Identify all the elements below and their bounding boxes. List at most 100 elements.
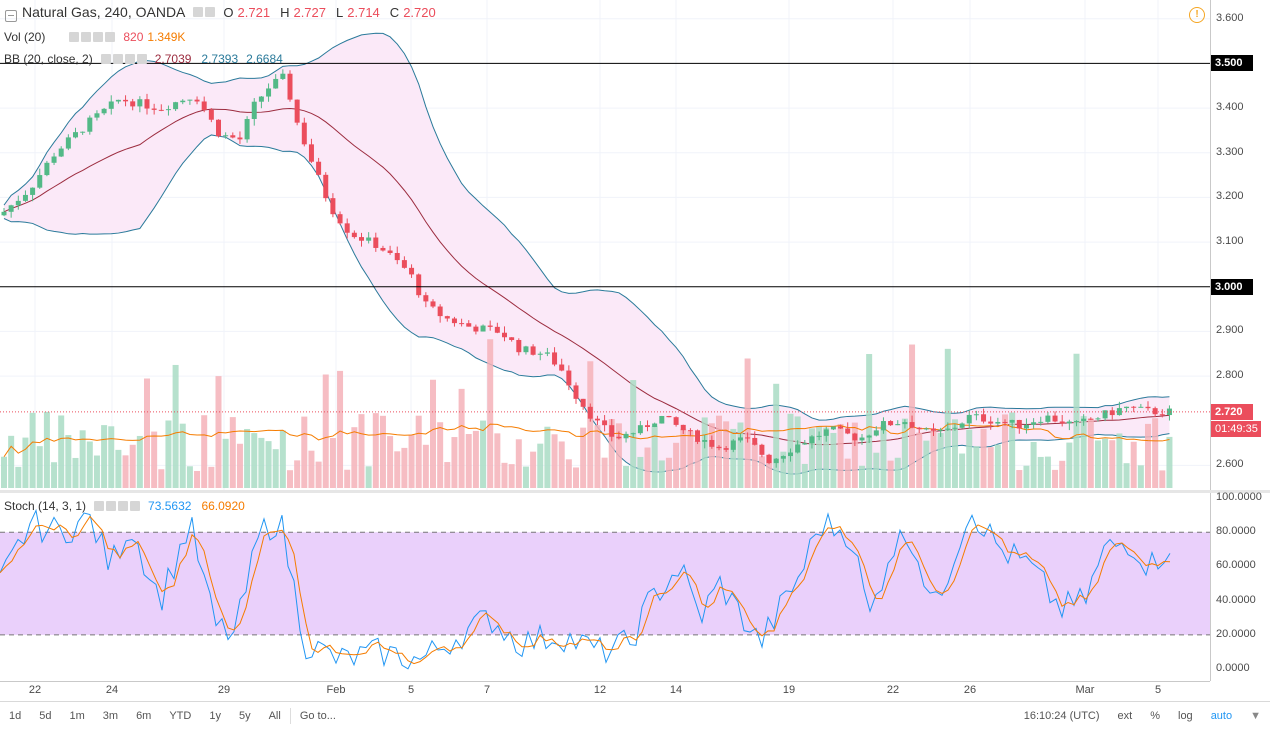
- bollinger-legend: BB (20, close, 2) 2.7039 2.7393 2.6684: [4, 52, 283, 66]
- toolbar-chevron-icon[interactable]: ▼: [1250, 709, 1261, 722]
- range-button-1d[interactable]: 1d: [9, 709, 22, 722]
- stochastic-axis[interactable]: 100.0000 80.0000 60.0000 40.0000 20.0000 0.00…: [1210, 491, 1270, 681]
- volume-bar: [1059, 460, 1066, 488]
- ext-toggle[interactable]: ext: [1117, 709, 1133, 722]
- volume-bar: [451, 437, 458, 488]
- candle-body: [730, 440, 736, 450]
- candle-body: [280, 73, 286, 79]
- volume-bar: [1023, 465, 1030, 488]
- stochastic-d-value: 66.0920: [201, 499, 245, 513]
- volume-bar: [665, 457, 672, 488]
- range-button-ytd[interactable]: YTD: [169, 709, 192, 722]
- volume-bar: [551, 434, 558, 488]
- volume-bar: [951, 419, 958, 488]
- log-toggle[interactable]: log: [1178, 709, 1193, 722]
- stochastic-label[interactable]: Stoch (14, 3, 1): [4, 499, 87, 513]
- volume-bar: [916, 432, 923, 488]
- candle-body: [351, 232, 357, 238]
- candle-body: [809, 436, 815, 444]
- range-button-1y[interactable]: 1y: [209, 709, 221, 722]
- candle-body: [938, 429, 944, 431]
- menu-icon[interactable]: [5, 10, 17, 22]
- date-axis[interactable]: [0, 681, 1210, 702]
- pane-divider[interactable]: [0, 490, 1270, 493]
- volume-bar: [501, 462, 508, 488]
- stochastic-tick-label: 40.0000: [1216, 593, 1256, 606]
- level-badge: 3.500: [1211, 55, 1253, 72]
- candle-body: [344, 223, 350, 233]
- candle-body: [1124, 406, 1130, 409]
- volume-label[interactable]: Vol (20): [4, 30, 46, 44]
- volume-bar: [580, 427, 587, 488]
- volume-bar: [72, 457, 79, 488]
- volume-bar: [1145, 423, 1151, 488]
- candle-body: [37, 175, 43, 188]
- range-button-6m[interactable]: 6m: [136, 709, 152, 722]
- alert-icon[interactable]: !: [1189, 7, 1205, 23]
- volume-bar: [1044, 456, 1051, 488]
- volume-bar: [615, 423, 622, 488]
- candle-body: [208, 109, 214, 120]
- candle-body: [308, 144, 314, 162]
- symbol-name[interactable]: Natural Gas, 240, OANDA: [22, 4, 186, 20]
- range-button-5d[interactable]: 5d: [39, 709, 52, 722]
- candle-body: [537, 353, 543, 355]
- toolbar-separator: [289, 707, 291, 724]
- volume-bar: [1166, 436, 1173, 488]
- candle-body: [609, 425, 615, 437]
- date-tick-label: 5: [1154, 684, 1162, 696]
- candle-body: [895, 424, 901, 426]
- candle-body: [137, 99, 143, 107]
- countdown-badge: 01:49:35: [1211, 420, 1261, 437]
- range-button-1m[interactable]: 1m: [69, 709, 85, 722]
- open-label: O: [223, 4, 234, 20]
- candle-body: [58, 148, 64, 157]
- stochastic-legend-buttons[interactable]: [94, 501, 141, 511]
- date-tick-label: 14: [669, 684, 683, 696]
- auto-toggle[interactable]: auto: [1210, 709, 1233, 722]
- volume-bar: [558, 441, 565, 488]
- volume-bar: [1159, 470, 1166, 488]
- candle-body: [158, 109, 164, 111]
- volume-bar: [594, 425, 601, 488]
- candle-body: [316, 161, 322, 175]
- volume-bar: [93, 455, 100, 488]
- volume-bar: [830, 432, 837, 488]
- candle-body: [194, 99, 200, 102]
- range-button-5y[interactable]: 5y: [238, 709, 251, 722]
- volume-bar: [394, 451, 401, 488]
- volume-bar: [823, 427, 830, 488]
- goto-button[interactable]: Go to...: [299, 709, 336, 722]
- bollinger-label[interactable]: BB (20, close, 2): [4, 52, 93, 66]
- symbol-legend-buttons[interactable]: [193, 7, 216, 17]
- range-button-all[interactable]: All: [268, 709, 281, 722]
- volume-bar: [851, 422, 858, 488]
- volume-legend-buttons[interactable]: [69, 32, 116, 42]
- candle-body: [888, 421, 894, 426]
- volume-bar: [229, 417, 236, 488]
- range-button-3m[interactable]: 3m: [102, 709, 119, 722]
- volume-bar: [959, 453, 966, 488]
- volume-bar: [701, 417, 708, 488]
- candle-body: [8, 205, 14, 212]
- candle-body: [294, 99, 300, 123]
- stochastic-legend: Stoch (14, 3, 1) 73.5632 66.0920: [4, 499, 245, 513]
- candle-body: [165, 109, 171, 111]
- volume-bar: [944, 348, 951, 488]
- volume-bar: [1080, 416, 1087, 488]
- candle-body: [1, 211, 7, 216]
- bollinger-legend-buttons[interactable]: [100, 54, 147, 64]
- stochastic-chart[interactable]: [0, 493, 1210, 681]
- volume-bar: [673, 442, 680, 488]
- price-chart[interactable]: [0, 0, 1210, 490]
- percent-toggle[interactable]: %: [1150, 709, 1160, 722]
- candle-body: [201, 101, 207, 110]
- volume-bar: [322, 374, 329, 488]
- volume-bar: [379, 415, 386, 488]
- volume-bar: [444, 462, 451, 488]
- stochastic-tick-label: 80.0000: [1216, 525, 1256, 538]
- candle-body: [823, 429, 829, 436]
- volume-bar: [508, 464, 515, 488]
- date-tick-label: 5: [407, 684, 415, 696]
- stochastic-tick-label: 100.0000: [1216, 491, 1262, 504]
